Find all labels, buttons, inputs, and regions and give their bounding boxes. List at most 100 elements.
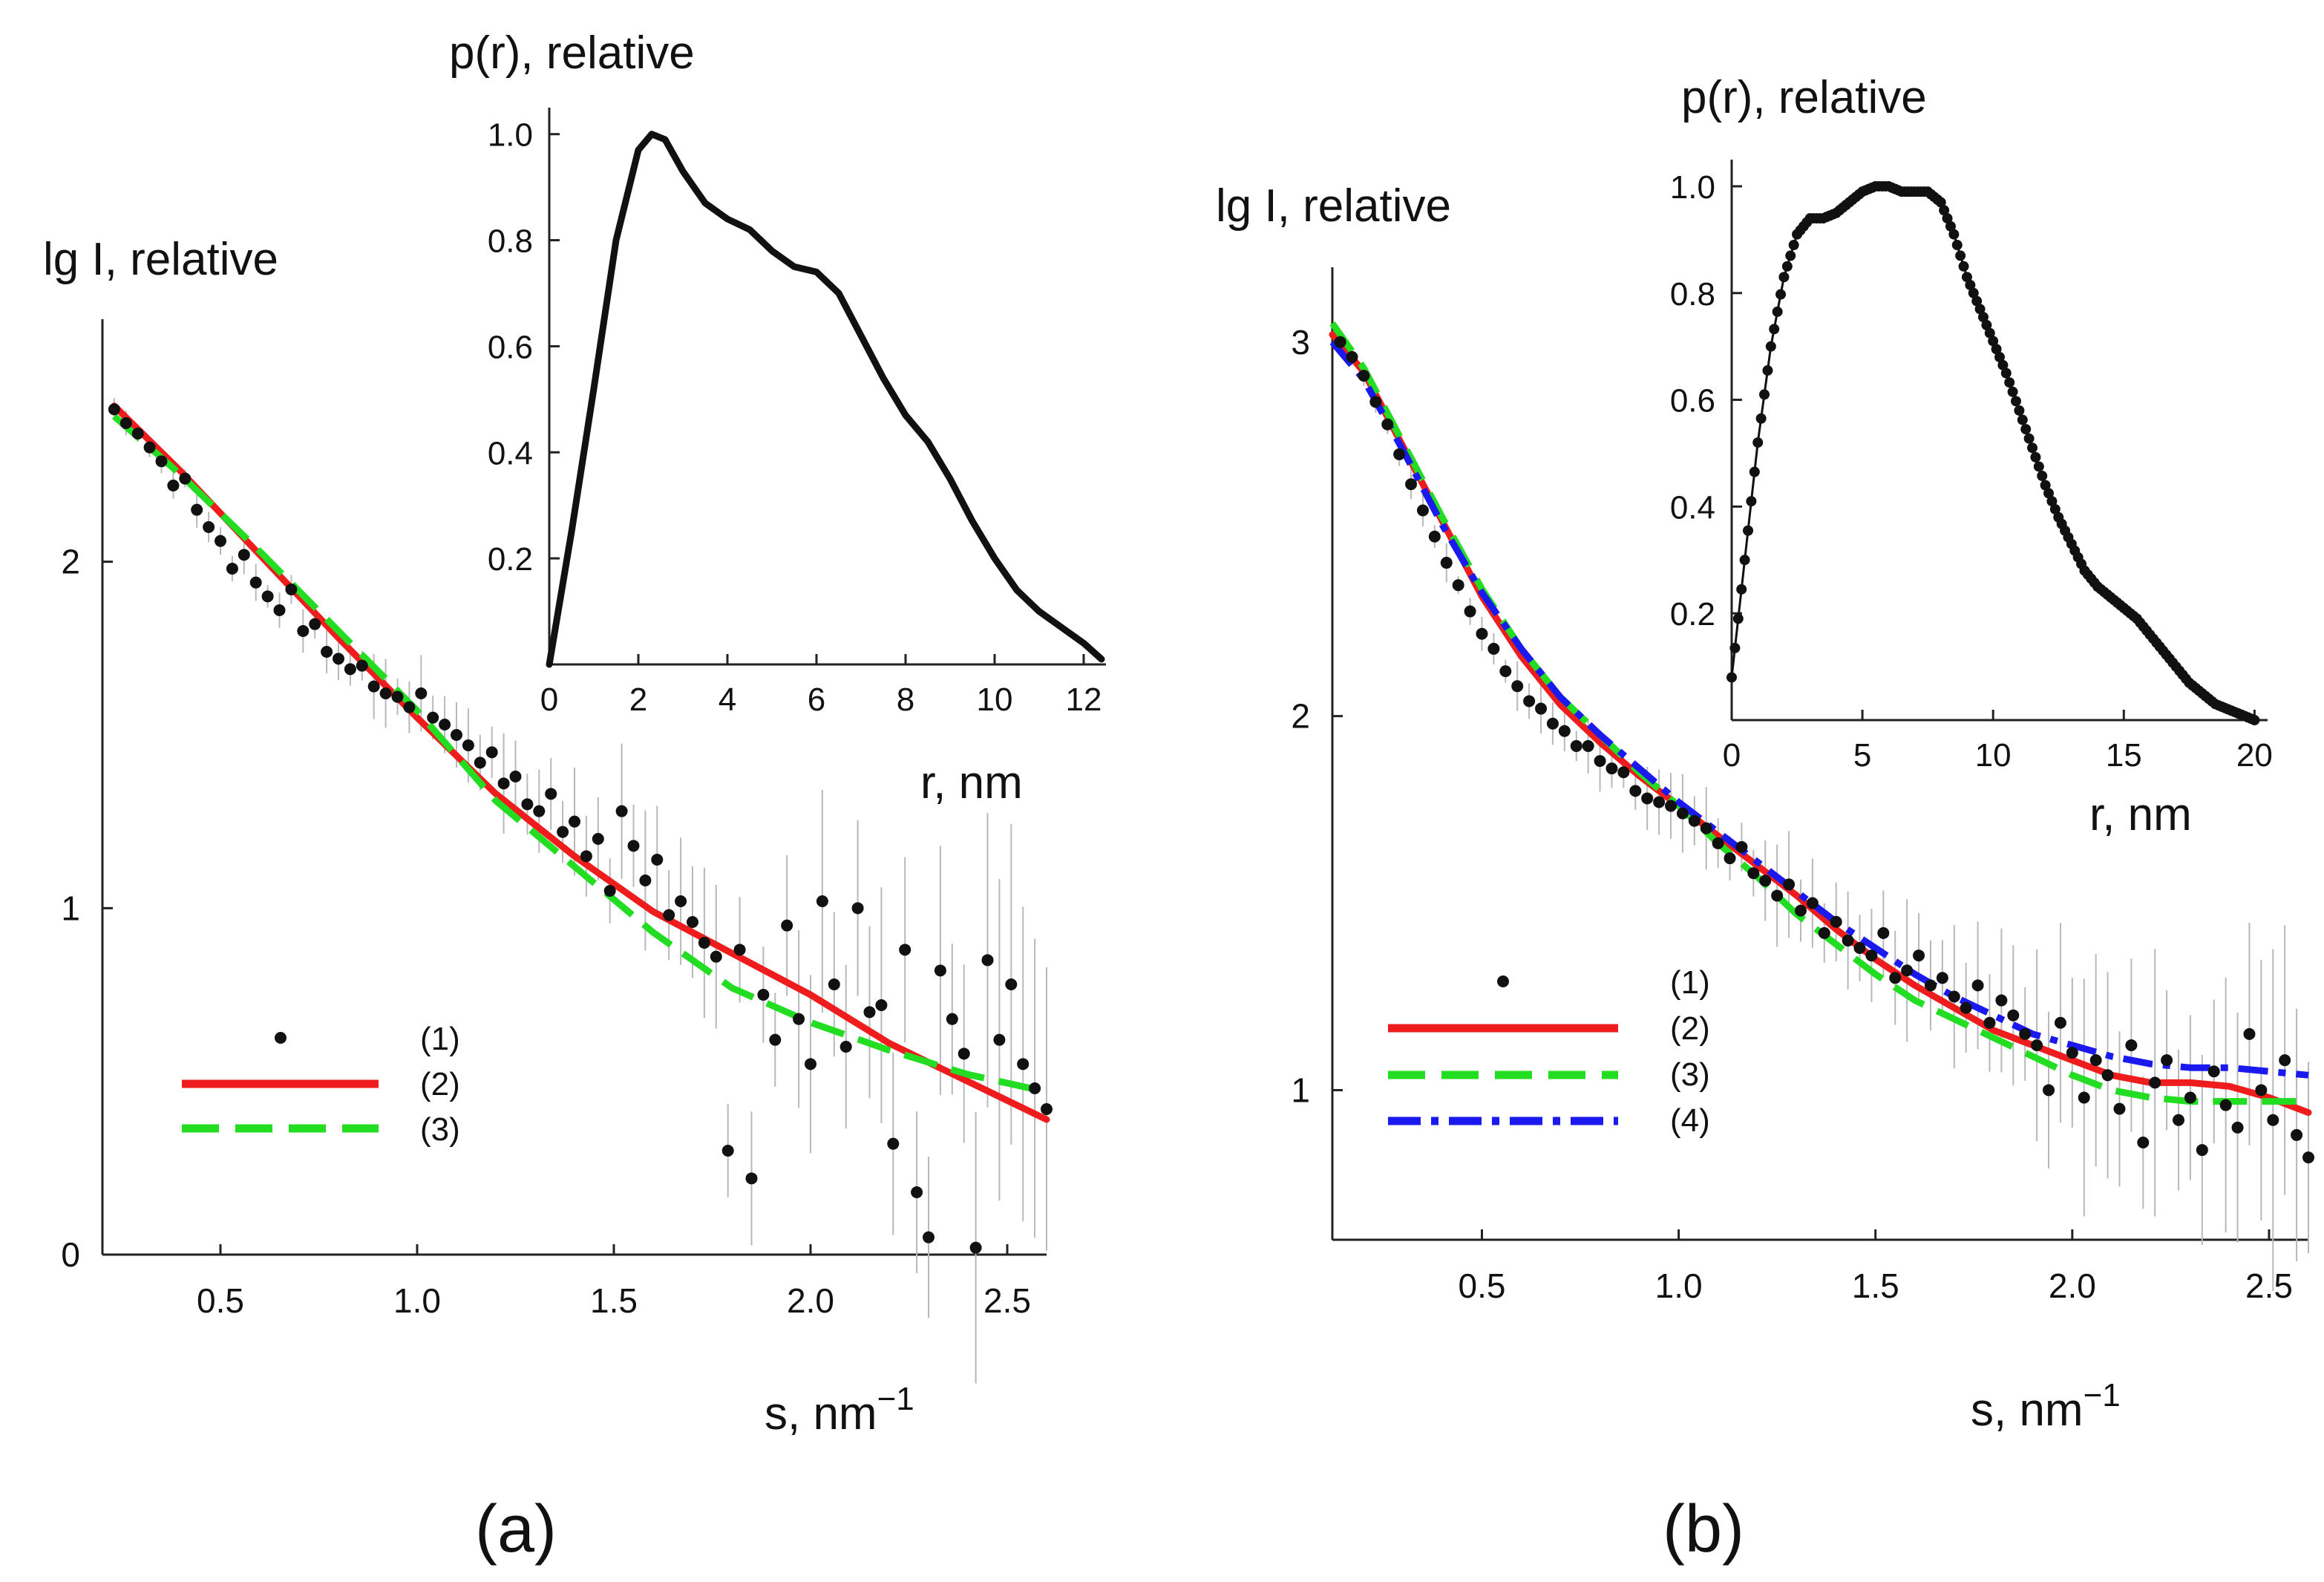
b_main-point-25 bbox=[1629, 785, 1642, 797]
a_main-xtick-label-2: 1.5 bbox=[590, 1281, 638, 1320]
a_main-point-54 bbox=[745, 1172, 758, 1185]
b_main-point-55 bbox=[1983, 1016, 1996, 1029]
b_main-xtick-label-2: 1.5 bbox=[1852, 1266, 1899, 1305]
a_inset-ytick-label-4: 1.0 bbox=[488, 117, 533, 154]
a_main-point-37 bbox=[545, 788, 557, 800]
b_main-point-10 bbox=[1452, 579, 1464, 592]
a_main-point-30 bbox=[462, 739, 474, 751]
a_main-point-71 bbox=[946, 1013, 958, 1025]
b_inset-marker-7 bbox=[1749, 466, 1760, 477]
a-legend-label-3: (3) bbox=[420, 1111, 460, 1148]
b_main-point-40 bbox=[1806, 897, 1819, 909]
b_inset-marker-97 bbox=[2043, 488, 2055, 499]
b-legend: (1) (2) (3) (4) bbox=[1388, 964, 1710, 1139]
b_inset-marker-71 bbox=[1958, 261, 1969, 272]
a-inset-title: p(r), relative bbox=[449, 27, 695, 79]
a_main-point-63 bbox=[851, 902, 864, 915]
a-main-ticks: 0.5 1.0 1.5 2.0 2.5 0 1 2 bbox=[61, 543, 1031, 1320]
b_inset-marker-8 bbox=[1752, 437, 1764, 448]
b_inset-marker-12 bbox=[1765, 341, 1776, 352]
a_main-point-16 bbox=[297, 625, 310, 637]
b_main-point-27 bbox=[1653, 796, 1666, 808]
panel-a: lg I, relative s, nm−1 0.5 1.0 1.5 2.0 2.5 0 1… bbox=[43, 27, 1117, 1566]
b_inset-marker-10 bbox=[1759, 389, 1770, 400]
b_main-point-79 bbox=[2267, 1114, 2279, 1126]
b_main-point-21 bbox=[1582, 739, 1594, 752]
a_inset-xtick-label-6: 12 bbox=[1066, 681, 1102, 718]
a-main-xlabel-text: s, nm bbox=[765, 1388, 877, 1439]
b-main-ticks: 0.5 1.0 1.5 2.0 2.5 1 2 3 bbox=[1291, 323, 2293, 1305]
a_main-point-72 bbox=[958, 1047, 970, 1060]
a_main-point-3 bbox=[143, 441, 156, 454]
a_main-point-75 bbox=[993, 1033, 1006, 1046]
a_main-point-48 bbox=[675, 895, 687, 907]
b_main-point-66 bbox=[2113, 1102, 2126, 1115]
b_main-point-69 bbox=[2149, 1076, 2161, 1089]
b_main-point-73 bbox=[2196, 1144, 2208, 1157]
a_inset-xtick-label-3: 6 bbox=[808, 681, 825, 718]
a_main-point-42 bbox=[603, 885, 616, 897]
a_main-point-40 bbox=[580, 850, 592, 863]
b_inset-marker-81 bbox=[1991, 344, 2002, 355]
a-legend: (1) (2) (3) bbox=[182, 1021, 460, 1148]
a_inset-xtick-label-5: 10 bbox=[977, 681, 1013, 718]
b_main-point-64 bbox=[2089, 1054, 2102, 1067]
b_inset-marker-93 bbox=[2030, 451, 2041, 462]
a_main-point-1 bbox=[120, 417, 132, 429]
b_inset-marker-73 bbox=[1965, 279, 1976, 290]
b_main-point-49 bbox=[1913, 949, 1925, 962]
a_inset-xtick-label-0: 0 bbox=[540, 681, 558, 718]
a_main-point-41 bbox=[592, 833, 604, 845]
a_main-point-13 bbox=[261, 590, 274, 603]
a_main-xtick-label-1: 1.0 bbox=[393, 1281, 441, 1320]
a_main-point-28 bbox=[439, 719, 451, 730]
b_main-point-41 bbox=[1818, 926, 1830, 939]
b_main-point-16 bbox=[1523, 695, 1536, 707]
a_main-point-55 bbox=[757, 989, 770, 1001]
a_main-point-7 bbox=[191, 503, 203, 516]
b_main-point-75 bbox=[2219, 1099, 2232, 1111]
a-inset-curve bbox=[546, 131, 1105, 668]
a-inset-xlabel: r, nm bbox=[920, 757, 1023, 808]
b-legend-label-2: (2) bbox=[1670, 1010, 1710, 1047]
a_main-point-49 bbox=[687, 916, 698, 928]
b_main-point-36 bbox=[1759, 875, 1772, 887]
b_main-point-74 bbox=[2207, 1065, 2220, 1078]
a_main-point-5 bbox=[167, 480, 180, 491]
a_main-point-10 bbox=[226, 563, 238, 575]
a_main-point-45 bbox=[639, 875, 652, 886]
a_main-point-11 bbox=[238, 549, 250, 561]
panel-label-a: (a) bbox=[475, 1492, 557, 1566]
b_inset-marker-67 bbox=[1945, 220, 1956, 232]
b_inset-marker-90 bbox=[2020, 424, 2032, 435]
a_main-point-57 bbox=[781, 919, 793, 932]
a_main-point-64 bbox=[863, 1006, 876, 1019]
b_inset-marker-86 bbox=[2007, 386, 2018, 397]
b_main-xtick-label-4: 2.5 bbox=[2245, 1266, 2293, 1305]
b-legend-label-1: (1) bbox=[1670, 964, 1710, 1001]
a_main-point-51 bbox=[710, 950, 722, 963]
a_main-point-44 bbox=[627, 840, 640, 852]
b-inset-title: p(r), relative bbox=[1681, 72, 1927, 123]
b_main-xtick-label-3: 2.0 bbox=[2049, 1266, 2096, 1305]
a_main-point-9 bbox=[215, 535, 226, 547]
b-legend-label-4: (4) bbox=[1670, 1102, 1710, 1139]
a_main-point-67 bbox=[899, 944, 911, 956]
b_inset-marker-87 bbox=[2011, 396, 2022, 407]
a_inset-xtick-label-2: 4 bbox=[719, 681, 736, 718]
b_main-point-15 bbox=[1511, 680, 1524, 693]
b_inset-marker-96 bbox=[2040, 480, 2051, 491]
b_inset-marker-78 bbox=[1981, 319, 1992, 330]
b_inset-xtick-label-1: 5 bbox=[1853, 737, 1871, 774]
a_main-point-79 bbox=[1041, 1103, 1053, 1115]
b_inset-marker-16 bbox=[1778, 272, 1790, 283]
a_main-point-4 bbox=[155, 455, 168, 468]
b_main-point-65 bbox=[2101, 1069, 2114, 1082]
b_main-xtick-label-1: 1.0 bbox=[1655, 1266, 1703, 1305]
b_inset-marker-84 bbox=[2000, 367, 2012, 379]
a_main-point-66 bbox=[887, 1137, 900, 1150]
a_inset-ytick-label-3: 0.8 bbox=[488, 223, 533, 260]
a_main-point-53 bbox=[733, 944, 746, 956]
a_main-point-70 bbox=[934, 964, 946, 977]
